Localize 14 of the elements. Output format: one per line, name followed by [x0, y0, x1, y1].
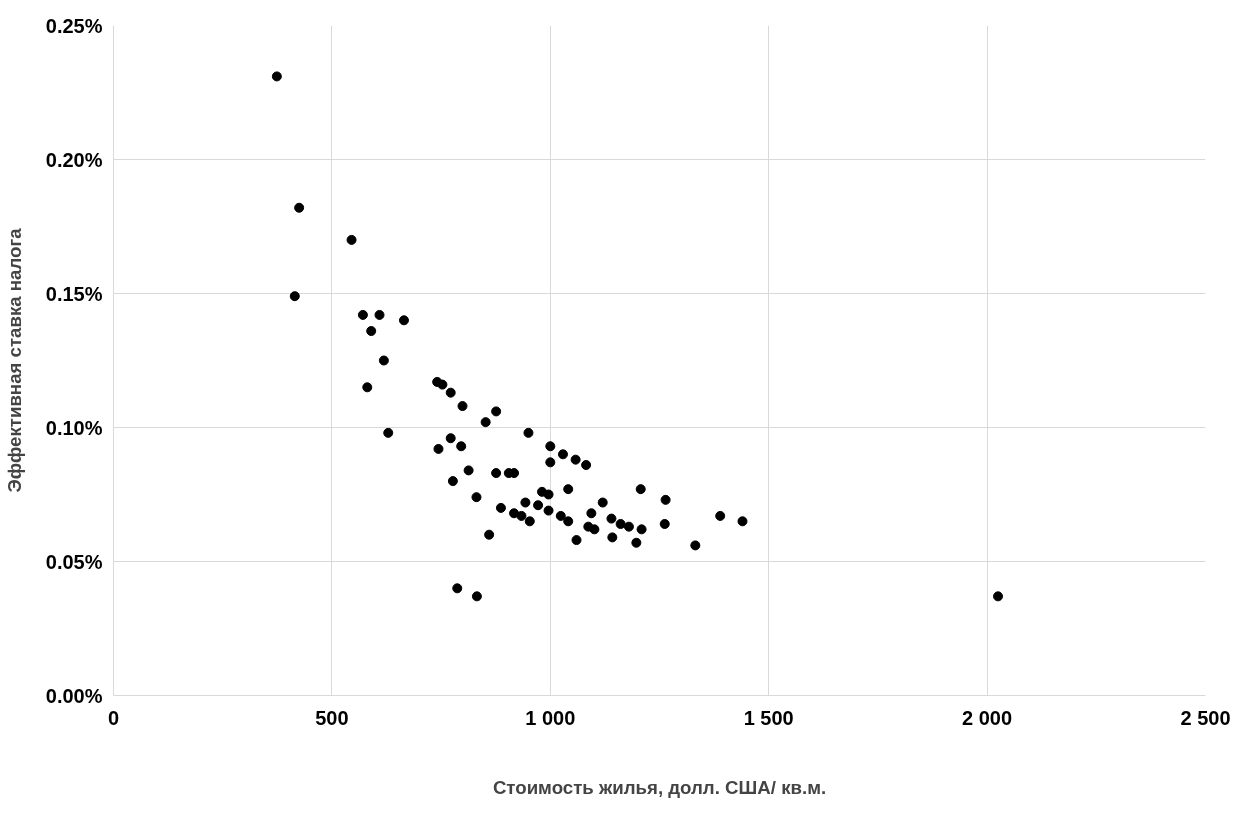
- x-tick-label: 2 000: [962, 706, 1013, 729]
- y-tick-label: 0.15%: [45, 282, 103, 305]
- y-tick-label: 0.05%: [45, 550, 103, 573]
- x-tick-label: 1 000: [525, 706, 576, 729]
- y-tick-label: 0.25%: [45, 14, 103, 37]
- x-tick-label: 1 500: [743, 706, 794, 729]
- x-tick-label: 500: [315, 706, 349, 729]
- x-axis-title: Стоимость жилья, долл. США/ кв.м.: [492, 776, 827, 798]
- y-tick-label: 0.00%: [45, 684, 103, 707]
- y-tick-label: 0.10%: [45, 416, 103, 439]
- y-tick-label: 0.20%: [45, 148, 103, 171]
- y-axis-title: Эффективная ставка налога: [3, 227, 25, 493]
- x-tick-label: 2 500: [1180, 706, 1231, 729]
- x-tick-label: 0: [107, 706, 120, 729]
